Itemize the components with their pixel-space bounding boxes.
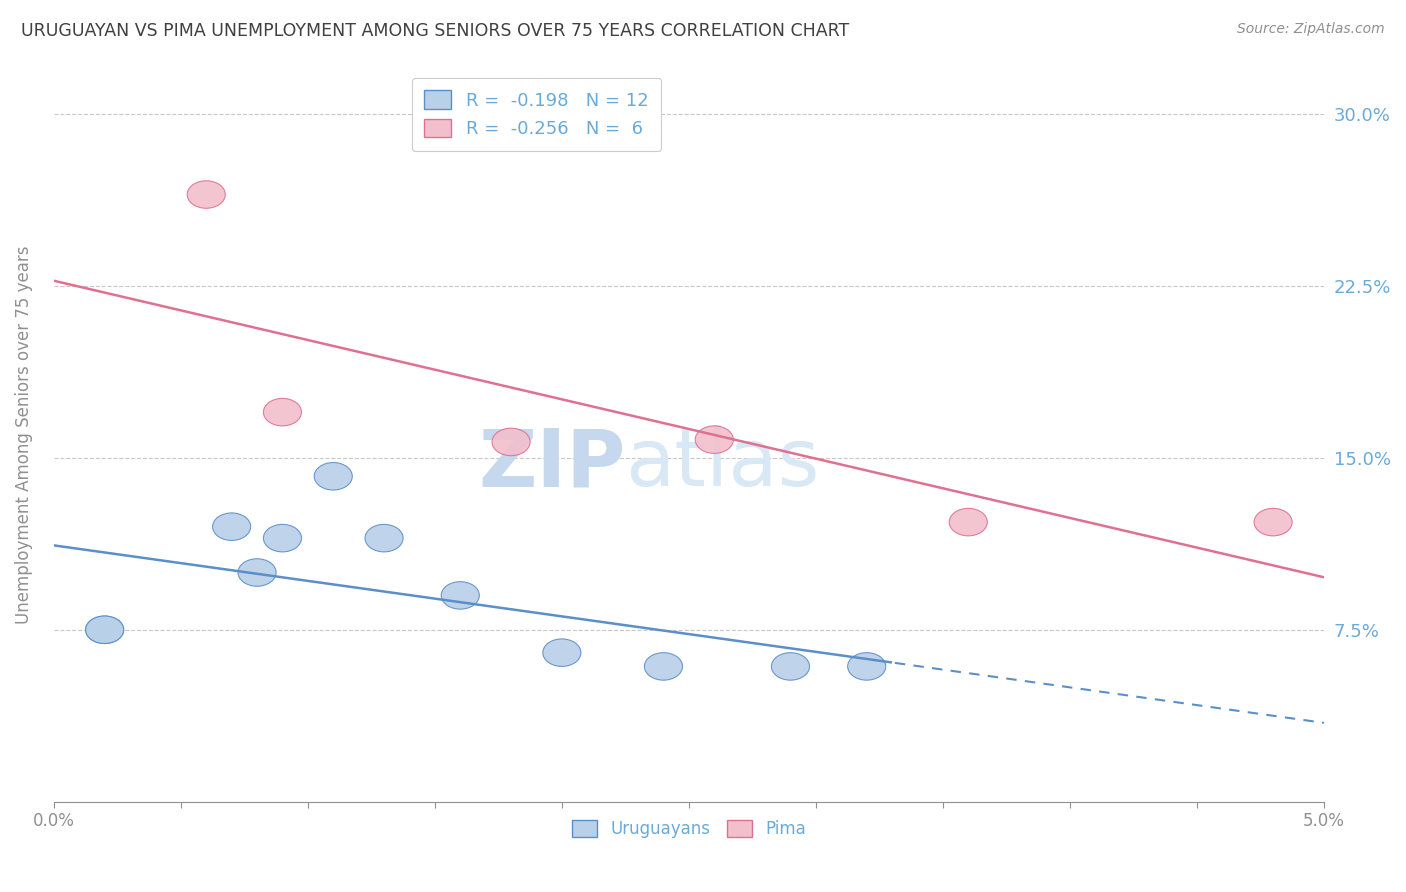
Ellipse shape [848,653,886,681]
Text: atlas: atlas [626,425,820,503]
Y-axis label: Unemployment Among Seniors over 75 years: Unemployment Among Seniors over 75 years [15,246,32,624]
Ellipse shape [263,524,301,552]
Ellipse shape [695,425,734,453]
Ellipse shape [644,653,682,681]
Ellipse shape [366,524,404,552]
Ellipse shape [772,653,810,681]
Legend: Uruguayans, Pima: Uruguayans, Pima [565,813,813,845]
Ellipse shape [86,616,124,643]
Ellipse shape [314,463,353,490]
Ellipse shape [86,616,124,643]
Ellipse shape [1254,508,1292,536]
Ellipse shape [441,582,479,609]
Ellipse shape [212,513,250,541]
Ellipse shape [238,558,276,586]
Text: Source: ZipAtlas.com: Source: ZipAtlas.com [1237,22,1385,37]
Ellipse shape [949,508,987,536]
Ellipse shape [543,639,581,666]
Text: URUGUAYAN VS PIMA UNEMPLOYMENT AMONG SENIORS OVER 75 YEARS CORRELATION CHART: URUGUAYAN VS PIMA UNEMPLOYMENT AMONG SEN… [21,22,849,40]
Ellipse shape [187,181,225,208]
Ellipse shape [263,399,301,425]
Ellipse shape [492,428,530,456]
Text: ZIP: ZIP [478,425,626,503]
